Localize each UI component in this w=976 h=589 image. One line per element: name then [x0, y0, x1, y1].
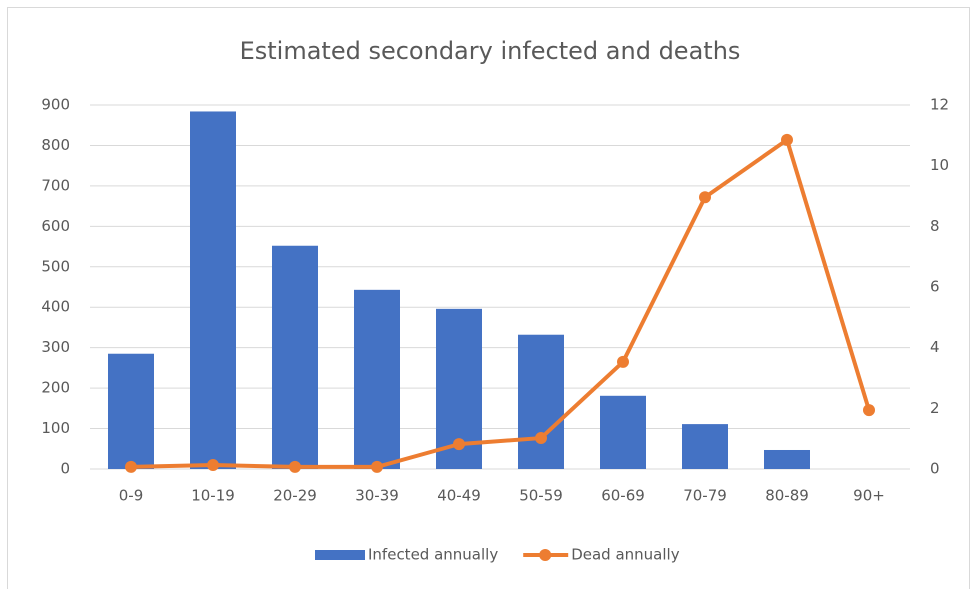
bar [272, 245, 318, 469]
y2-tick-label: 0 [930, 460, 940, 478]
legend-label: Infected annually [368, 546, 498, 564]
x-tick-label: 10-19 [191, 487, 235, 505]
x-tick-label: 20-29 [273, 487, 317, 505]
bar [600, 395, 646, 469]
line-point [453, 438, 465, 451]
y-tick-label: 400 [41, 298, 70, 316]
x-tick-label: 0-9 [119, 487, 144, 505]
line [130, 137, 871, 469]
line-point [289, 460, 301, 473]
line-point [699, 191, 711, 204]
line-point [207, 459, 219, 472]
y-tick-label: 500 [41, 257, 70, 275]
line-point [535, 432, 547, 445]
bar [682, 424, 728, 469]
y2-tick-label: 10 [930, 156, 949, 174]
line-point [863, 404, 875, 417]
legend-swatch-point [539, 549, 552, 561]
x-tick-label: 60-69 [601, 487, 645, 505]
line-point [125, 460, 137, 473]
bar [518, 334, 564, 469]
y-tick-label: 600 [41, 217, 70, 235]
x-tick-label: 30-39 [355, 487, 399, 505]
y-tick-label: 700 [41, 176, 70, 194]
y-tick-label: 800 [41, 136, 70, 154]
bar [108, 353, 154, 469]
x-tick-label: 80-89 [765, 487, 809, 505]
bar [354, 289, 400, 469]
line-point [781, 133, 793, 146]
y-tick-label: 300 [41, 338, 70, 356]
x-tick-label: 90+ [853, 487, 885, 505]
line-point [617, 355, 629, 368]
y-tick-label: 100 [41, 419, 70, 437]
chart-title: Estimated secondary infected and deaths [240, 37, 741, 65]
y2-tick-label: 8 [930, 217, 940, 235]
x-tick-label: 50-59 [519, 487, 563, 505]
y-tick-label: 900 [41, 96, 70, 114]
chart-frame [7, 7, 970, 589]
y2-tick-label: 12 [930, 96, 949, 114]
y-tick-label: 0 [60, 460, 70, 478]
bar [764, 449, 810, 469]
legend-swatch [315, 550, 365, 560]
x-tick-label: 70-79 [683, 487, 727, 505]
y-tick-label: 200 [41, 379, 70, 397]
legend-label: Dead annually [571, 546, 679, 564]
y2-tick-label: 4 [930, 338, 940, 356]
bar [190, 111, 236, 470]
x-tick-label: 40-49 [437, 487, 481, 505]
line-point [371, 460, 383, 473]
y2-tick-label: 6 [930, 278, 940, 296]
y2-tick-label: 2 [930, 399, 940, 417]
